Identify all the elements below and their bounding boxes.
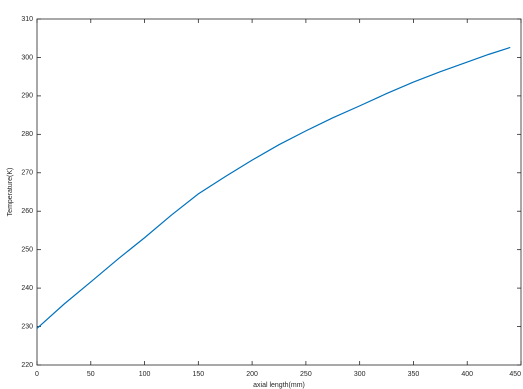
line-series [36,46,511,329]
y-tick-label: 240 [21,285,33,292]
x-axis-label: axial length(mm) [253,382,305,389]
y-tick-label: 300 [21,54,33,61]
x-tick-label: 350 [408,371,420,378]
x-tick-label: 300 [354,371,366,378]
y-tick-label: 260 [21,208,33,215]
plot-frame [36,18,522,366]
y-tick-label: 280 [21,131,33,138]
y-tick-label: 270 [21,170,33,177]
y-tick-label: 290 [21,93,33,100]
y-axis-label: Temperature(K) [7,168,14,217]
y-tick-label: 220 [21,362,33,369]
x-tick-label: 450 [509,371,521,378]
x-tick-label: 50 [87,371,95,378]
x-tick-label: 150 [192,371,204,378]
y-tick-label: 250 [21,247,33,254]
y-tick-label: 230 [21,323,33,330]
x-tick-label: 400 [461,371,473,378]
y-tick-label: 310 [21,16,33,23]
x-tick-label: 0 [35,371,39,378]
x-tick-label: 250 [300,371,312,378]
x-tick-label: 100 [139,371,151,378]
x-tick-label: 200 [246,371,258,378]
